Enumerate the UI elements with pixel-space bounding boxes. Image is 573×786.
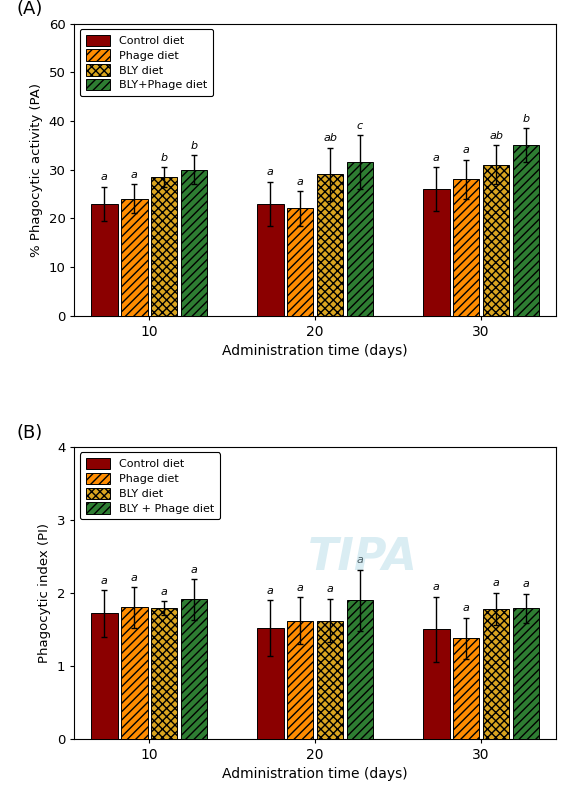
Legend: Control diet, Phage diet, BLY diet, BLY+Phage diet: Control diet, Phage diet, BLY diet, BLY+… <box>80 29 213 96</box>
Text: a: a <box>463 604 470 613</box>
Text: a: a <box>101 575 108 586</box>
Bar <box>151 177 178 315</box>
Text: a: a <box>356 555 363 565</box>
Text: a: a <box>327 584 333 594</box>
Y-axis label: Phagocytic index (PI): Phagocytic index (PI) <box>38 523 52 663</box>
Bar <box>423 189 450 315</box>
Text: a: a <box>101 172 108 182</box>
Bar <box>151 608 178 739</box>
Bar <box>483 609 509 739</box>
Text: b: b <box>160 152 168 163</box>
X-axis label: Administration time (days): Administration time (days) <box>222 767 408 781</box>
Text: ab: ab <box>323 134 337 143</box>
Bar <box>453 179 480 315</box>
Text: a: a <box>493 578 500 589</box>
Text: a: a <box>523 579 529 590</box>
Legend: Control diet, Phage diet, BLY diet, BLY + Phage diet: Control diet, Phage diet, BLY diet, BLY … <box>80 453 219 520</box>
Bar <box>317 621 343 739</box>
Bar <box>513 145 539 315</box>
Text: a: a <box>191 564 198 575</box>
Bar <box>287 621 313 739</box>
Bar <box>257 204 284 315</box>
Bar <box>347 601 373 739</box>
Bar <box>91 204 117 315</box>
Bar <box>423 630 450 739</box>
X-axis label: Administration time (days): Administration time (days) <box>222 344 408 358</box>
Bar <box>317 174 343 315</box>
Text: a: a <box>463 145 470 156</box>
Bar <box>453 638 480 739</box>
Bar <box>257 628 284 739</box>
Text: b: b <box>523 114 529 124</box>
Text: (B): (B) <box>17 424 43 442</box>
Bar <box>180 600 207 739</box>
Bar <box>91 613 117 739</box>
Text: b: b <box>190 141 198 151</box>
Text: a: a <box>131 573 138 582</box>
Bar <box>121 199 147 315</box>
Bar <box>347 162 373 315</box>
Text: ab: ab <box>489 130 503 141</box>
Text: a: a <box>297 177 304 187</box>
Bar <box>121 608 147 739</box>
Text: c: c <box>357 121 363 131</box>
Text: a: a <box>433 152 439 163</box>
Text: a: a <box>131 170 138 180</box>
Bar <box>287 208 313 315</box>
Text: a: a <box>297 583 304 593</box>
Text: TIPA: TIPA <box>308 536 418 579</box>
Bar <box>513 608 539 739</box>
Text: a: a <box>433 582 439 592</box>
Y-axis label: % Phagocytic activity (PA): % Phagocytic activity (PA) <box>30 83 43 256</box>
Bar <box>483 165 509 315</box>
Text: (A): (A) <box>17 0 43 18</box>
Text: a: a <box>267 167 274 178</box>
Text: a: a <box>267 586 274 596</box>
Bar <box>180 170 207 315</box>
Text: a: a <box>160 586 167 597</box>
